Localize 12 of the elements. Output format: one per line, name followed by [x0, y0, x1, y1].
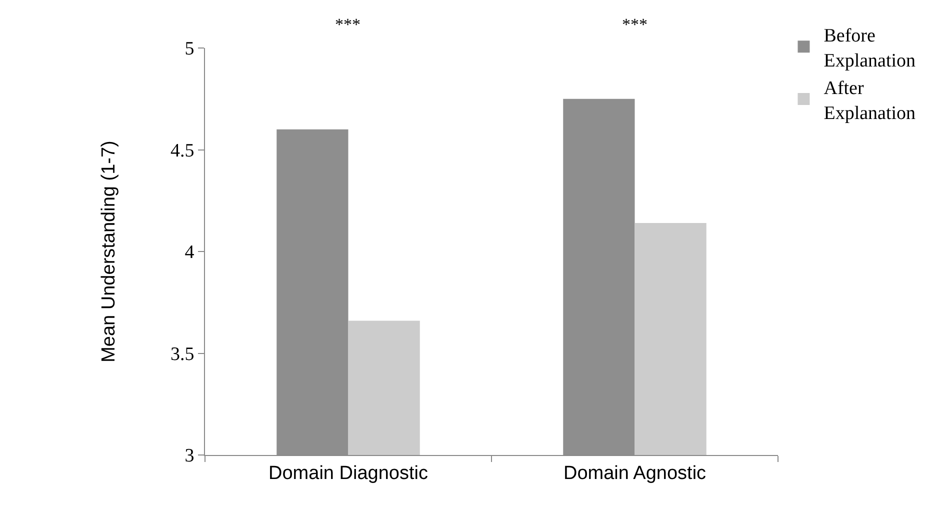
y-tick-label: 3 [184, 446, 194, 467]
y-tick-label: 4 [184, 242, 195, 264]
text: *** [335, 15, 360, 34]
legend-label: After Explanation [824, 78, 916, 124]
legend-label: Before Explanation [824, 26, 916, 72]
y-tick-label: 3.5 [170, 344, 194, 365]
text: *** [622, 15, 648, 34]
x-tick-label: Domain Agnostic [563, 462, 706, 484]
x-tick-label: Domain Diagnostic [268, 462, 428, 484]
y-tick-label: 5 [184, 38, 194, 60]
y-axis-title: Mean Understanding (1-7) [98, 140, 120, 362]
y-tick-label: 4.5 [170, 140, 194, 162]
